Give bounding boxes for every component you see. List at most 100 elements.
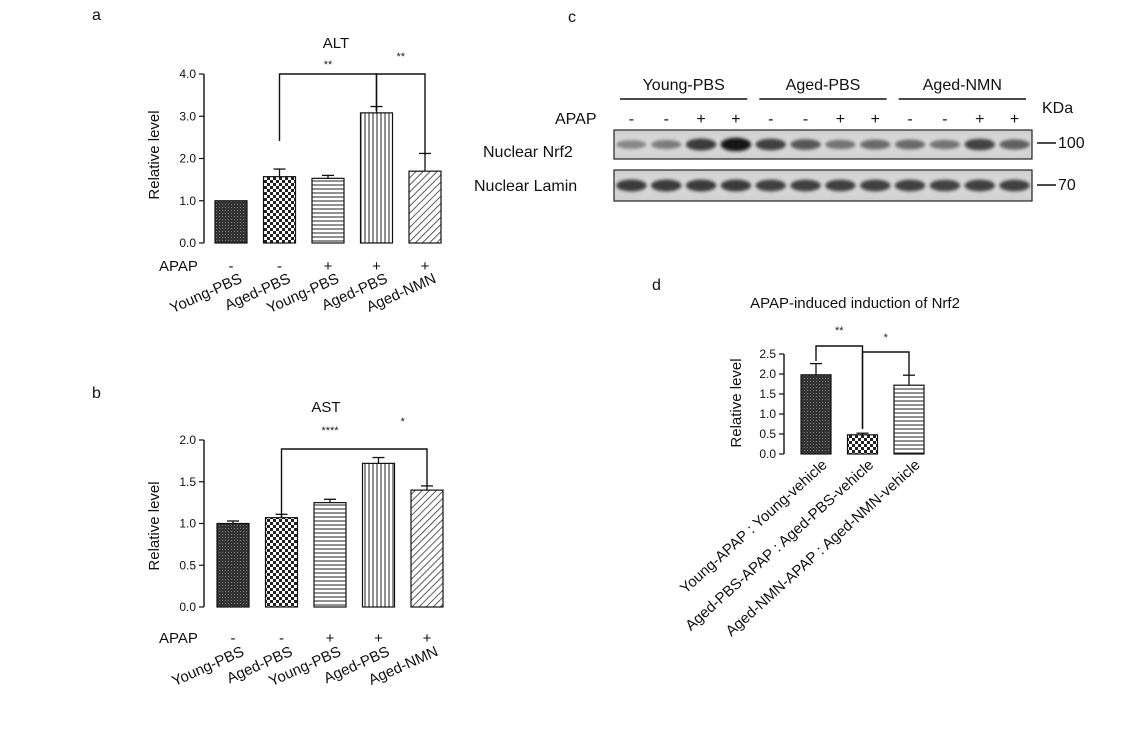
apap-sign: -: [768, 111, 773, 128]
blot-band: [964, 179, 996, 192]
significance-bracket: [280, 448, 379, 518]
blot-band: [859, 179, 891, 192]
blot-band: [790, 139, 821, 150]
treatment-sign: +: [372, 258, 381, 275]
significance-bracket: [378, 448, 428, 486]
y-tick-label: 4.0: [179, 67, 196, 81]
y-tick-label: 2.5: [759, 347, 776, 361]
bar: [800, 374, 832, 455]
significance-label: **: [396, 51, 405, 63]
blot-band: [825, 179, 856, 192]
panel-letter-d: d: [652, 277, 661, 294]
y-tick-label: 1.0: [759, 407, 776, 421]
y-axis-label: Relative level: [728, 358, 745, 447]
significance-label: **: [835, 325, 844, 337]
group-label: Young-PBS: [643, 77, 725, 94]
bar: [214, 200, 248, 244]
apap-sign: +: [731, 111, 740, 128]
treatment-sign: +: [374, 630, 383, 647]
blot-band: [616, 179, 647, 192]
treatment-sign: -: [279, 630, 284, 647]
blot-band: [894, 179, 926, 192]
blot-band: [685, 179, 717, 192]
group-label: Aged-NMN: [923, 77, 1002, 94]
apap-sign: -: [942, 111, 947, 128]
significance-label: ****: [321, 425, 339, 437]
chart-title: AST: [311, 399, 340, 416]
y-tick-label: 0.5: [179, 558, 196, 572]
bar: [361, 462, 396, 608]
blot-band: [894, 139, 926, 150]
row-label-nrf2: Nuclear Nrf2: [483, 144, 573, 161]
chart-nrf2-induction: d APAP-induced induction of Nrf2 Relativ…: [652, 277, 960, 640]
y-tick-label: 0.5: [759, 427, 776, 441]
y-tick-label: 3.0: [179, 109, 196, 123]
treatment-sign: -: [229, 258, 234, 275]
kda-value-70: 70: [1058, 177, 1076, 194]
y-tick-label: 2.0: [179, 152, 196, 166]
apap-sign: +: [836, 111, 845, 128]
apap-label: APAP: [159, 258, 198, 275]
blot-strip: [613, 169, 1033, 202]
blot-band: [720, 137, 752, 152]
apap-label: APAP: [159, 630, 198, 647]
treatment-sign: +: [324, 258, 333, 275]
treatment-sign: -: [277, 258, 282, 275]
blot-band: [755, 138, 787, 151]
blot-band: [685, 138, 717, 151]
y-tick-label: 0.0: [179, 236, 196, 250]
apap-sign: -: [907, 111, 912, 128]
apap-sign: +: [871, 111, 880, 128]
kda-value-100: 100: [1058, 135, 1085, 152]
chart-title: ALT: [323, 35, 349, 52]
panel-letter-a: a: [92, 7, 101, 24]
treatment-sign: +: [421, 258, 430, 275]
category-label: Aged-NMN-APAP : Aged-NMN-vehicle: [723, 456, 924, 640]
chart-alt: a ALT Relative level APAP 0.0 1.0 2.0 3.0 4.…: [92, 7, 442, 317]
blot-band: [999, 139, 1030, 150]
y-tick-label: 1.5: [179, 475, 196, 489]
apap-sign: -: [803, 111, 808, 128]
significance-label: *: [884, 332, 889, 344]
blot-band: [964, 138, 996, 151]
y-tick-label: 1.0: [179, 194, 196, 208]
treatment-sign: +: [423, 630, 432, 647]
y-tick-label: 1.5: [759, 387, 776, 401]
treatment-sign: -: [231, 630, 236, 647]
group-label: Aged-PBS: [786, 77, 861, 94]
category-label: Aged-PBS-APAP : Aged-PBS-vehicle: [682, 456, 877, 634]
apap-label: APAP: [555, 111, 597, 128]
y-axis-label: Relative level: [146, 110, 163, 199]
y-tick-label: 2.0: [759, 367, 776, 381]
blot-band: [929, 139, 961, 150]
blot-band: [755, 179, 787, 192]
significance-bracket: [861, 351, 910, 429]
blot-band: [859, 139, 891, 150]
blot-band: [616, 140, 647, 149]
apap-sign: +: [975, 111, 984, 128]
y-tick-label: 0.0: [179, 600, 196, 614]
chart-title: APAP-induced induction of Nrf2: [750, 295, 960, 312]
blot-band: [790, 179, 821, 192]
bar: [359, 112, 394, 244]
significance-label: *: [401, 416, 406, 428]
panel-letter-b: b: [92, 385, 101, 402]
y-tick-label: 0.0: [759, 447, 776, 461]
kda-label: KDa: [1042, 100, 1073, 117]
apap-sign: +: [696, 111, 705, 128]
row-label-lamin: Nuclear Lamin: [474, 178, 577, 195]
western-blot: c APAP KDa Nuclear Nrf2 Nuclear Lamin 10…: [474, 9, 1085, 202]
blot-strip: [613, 129, 1033, 160]
bar: [216, 522, 250, 608]
blot-band: [999, 179, 1030, 192]
bar: [410, 489, 444, 608]
blot-band: [720, 179, 752, 192]
blot-band: [650, 179, 682, 192]
bar: [262, 176, 297, 244]
bar: [264, 517, 299, 608]
significance-bracket: [375, 73, 426, 155]
apap-sign: +: [1010, 111, 1019, 128]
y-tick-label: 1.0: [179, 517, 196, 531]
blot-band: [650, 139, 682, 150]
chart-ast: b AST Relative level APAP 0.0 0.5 1.0 1.5 2.…: [92, 385, 444, 690]
